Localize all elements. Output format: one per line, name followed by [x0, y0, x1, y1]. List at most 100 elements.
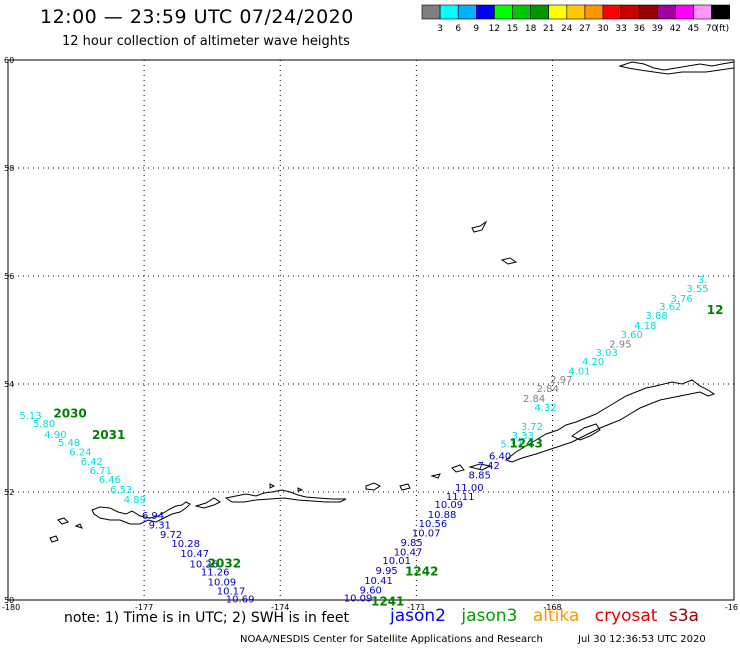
wave-height-label: 11.11: [446, 492, 475, 503]
longitude-tick-label: -16: [725, 603, 738, 612]
wave-height-label: 11.00: [455, 483, 484, 494]
latitude-tick-label: 54: [4, 380, 14, 389]
wave-height-label: 9.60: [360, 586, 382, 597]
wave-height-label: 10.56: [419, 519, 448, 530]
wave-height-label: 10.17: [217, 587, 246, 598]
longitude-tick-label: -168: [543, 603, 561, 612]
wave-height-label: 10.09: [344, 594, 373, 605]
legend-s3a: s3a: [668, 606, 699, 626]
legend-jason3: jason3: [461, 606, 518, 626]
wave-height-label: 9.31: [149, 521, 171, 532]
wave-height-label: 10.26: [190, 560, 219, 571]
timestamp-text: Jul 30 12:36:53 UTC 2020: [578, 634, 706, 645]
wave-height-label: 10.47: [394, 548, 423, 559]
map-title: 12:00 — 23:59 UTC 07/24/2020: [40, 6, 354, 28]
longitude-tick-label: -177: [135, 603, 153, 612]
coastline-st-george-island: [500, 257, 518, 265]
coastline-st-paul-island: [471, 220, 488, 233]
wave-height-label: 10.01: [382, 556, 411, 567]
wave-height-label: 9.95: [376, 566, 398, 577]
wave-height-label: 3.88: [646, 311, 668, 322]
wave-height-label: 6.53: [110, 485, 132, 496]
color-scale-label: 45: [688, 24, 699, 34]
wave-height-label: 2.84: [523, 394, 545, 405]
wave-height-label: 10.41: [364, 576, 393, 587]
wave-height-label: 6.46: [99, 475, 121, 486]
altimeter-tracks: 5.135.804.905.486.246.426.716.466.534.89…: [19, 275, 708, 606]
pass-time-labels: 2030 2031 2032 1242 1241 1243 12: [53, 303, 723, 609]
wave-height-label: 3.: [698, 275, 708, 286]
wave-height-label: 10.28: [171, 539, 200, 550]
wave-height-label: 5.48: [58, 438, 80, 449]
wave-height-label: 10.07: [412, 528, 441, 539]
color-scale-swatch: [530, 4, 549, 20]
color-scale-swatch: [638, 4, 658, 20]
wave-height-label: 2.84: [537, 384, 559, 395]
color-scale-swatch: [475, 4, 495, 20]
color-scale-unit: (ft): [716, 24, 730, 34]
wave-height-label: 5.13: [19, 411, 41, 422]
wave-height-label: 7.42: [478, 461, 500, 472]
wave-height-label: 8.85: [469, 471, 491, 482]
wave-height-label: 9.85: [400, 538, 422, 549]
wave-height-label: 3.60: [621, 330, 643, 341]
coastline-island: [194, 497, 221, 509]
footer-note: note: 1) Time is in UTC; 2) SWH is in fe…: [64, 610, 350, 626]
wave-height-label: 4.20: [582, 357, 604, 368]
color-scale-label: 18: [525, 24, 537, 34]
wave-height-label: 3.33: [512, 431, 534, 442]
color-scale-label: 33: [615, 24, 626, 34]
coastline-islets: [269, 483, 304, 492]
wave-height-label: 4.89: [124, 495, 146, 506]
color-scale-label: 3: [437, 24, 443, 34]
wave-height-label: 5.80: [33, 419, 55, 430]
wave-height-label: 10.47: [180, 549, 209, 560]
color-scale-label: 27: [579, 24, 590, 34]
axis-labels: 60 58 56 54 52 50-180 -177 -174 -171 -168 -16: [2, 56, 738, 612]
wave-height-label: 9.72: [160, 530, 182, 541]
color-scale-swatch: [512, 4, 531, 20]
wave-height-label: 6.71: [90, 466, 112, 477]
coastline-near-islands: [49, 517, 83, 543]
color-scale-swatch: [711, 4, 730, 20]
pass-time-label: 12: [707, 303, 724, 317]
wave-height-label: 10.88: [428, 510, 457, 521]
color-scale-swatch: [584, 4, 604, 20]
legend-altika: altika: [532, 606, 580, 626]
coastline-alaska-mainland: [618, 61, 735, 75]
satellite-legend: jason2 jason3 altika cryosat s3a: [390, 606, 699, 626]
wave-height-label: 6.42: [81, 457, 103, 468]
wave-height-label: 4.18: [634, 321, 656, 332]
latitude-tick-label: 58: [4, 164, 14, 173]
color-scale-label: 21: [543, 24, 554, 34]
color-scale-label: 6: [455, 24, 461, 34]
map-subtitle: 12 hour collection of altimeter wave hei…: [62, 34, 350, 49]
wave-height-label: 10.69: [226, 595, 255, 606]
wave-height-label: 4.01: [568, 366, 590, 377]
color-scale-bar: 3 6 9 12 15 18 21 24 27 30 33 36 39 42 45 70(ft): [421, 4, 730, 34]
wave-height-label: 4.90: [44, 430, 66, 441]
color-scale-swatch: [675, 4, 694, 20]
longitude-tick-label: -171: [407, 603, 425, 612]
color-scale-swatch: [566, 4, 586, 20]
pass-time-label: 1241: [371, 594, 404, 608]
wave-height-label: 4.32: [534, 403, 556, 414]
legend-cryosat: cryosat: [594, 606, 658, 626]
coastlines: [49, 61, 735, 543]
color-scale-label: 24: [561, 24, 573, 34]
longitude-tick-label: -174: [271, 603, 289, 612]
color-scale-label: 42: [670, 24, 681, 34]
wave-height-label: 11.26: [201, 568, 230, 579]
latitude-tick-label: 50: [4, 596, 14, 605]
graticule: [8, 60, 734, 600]
latitude-tick-label: 60: [4, 56, 14, 65]
coastline-andreanof-islands: [224, 489, 347, 503]
color-scale-label: 15: [507, 24, 518, 34]
wave-height-label: 3.55: [686, 284, 708, 295]
coastline-alaska-peninsula: [504, 379, 716, 463]
color-scale-label: 30: [597, 24, 609, 34]
color-scale-swatch: [620, 4, 640, 20]
wave-height-label: 10.09: [208, 577, 237, 588]
wave-height-label: 3.03: [596, 348, 618, 359]
wave-height-label: 5.37: [500, 440, 522, 451]
